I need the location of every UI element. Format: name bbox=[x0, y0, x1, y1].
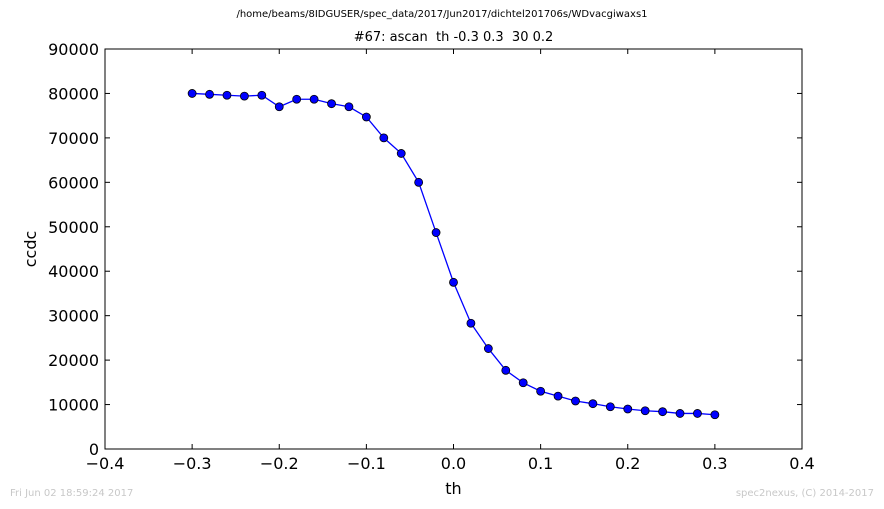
data-point bbox=[501, 365, 511, 375]
data-point bbox=[396, 149, 406, 158]
data-point bbox=[466, 318, 476, 328]
series-line bbox=[192, 92, 715, 416]
data-point bbox=[710, 410, 720, 420]
data-point bbox=[483, 344, 493, 353]
y-tick-label: 30000 bbox=[48, 307, 99, 326]
data-point bbox=[623, 404, 633, 414]
data-point bbox=[414, 177, 424, 187]
data-point bbox=[431, 228, 441, 237]
data-point bbox=[344, 102, 354, 112]
data-point bbox=[222, 90, 232, 100]
data-point bbox=[257, 90, 267, 100]
x-tick-label: −0.4 bbox=[86, 454, 125, 473]
data-point bbox=[449, 277, 458, 287]
y-tick-label: 60000 bbox=[48, 173, 99, 192]
x-tick-label: 0.3 bbox=[702, 454, 727, 473]
data-point bbox=[553, 391, 563, 401]
x-tick-label: 0.1 bbox=[528, 454, 553, 473]
plot-frame bbox=[104, 48, 803, 450]
data-point bbox=[658, 407, 667, 417]
data-point bbox=[309, 94, 319, 104]
data-point bbox=[292, 94, 302, 104]
y-tick-label: 40000 bbox=[48, 262, 99, 281]
x-tick-label: 0.4 bbox=[789, 454, 814, 473]
y-axis-label: ccdc bbox=[21, 231, 40, 268]
y-tick-label: 90000 bbox=[48, 40, 99, 59]
data-point bbox=[536, 386, 546, 396]
y-tick-label: 0 bbox=[89, 440, 99, 459]
y-tick-label: 80000 bbox=[48, 84, 99, 103]
data-point bbox=[327, 99, 336, 109]
y-tick-label: 10000 bbox=[48, 396, 99, 415]
y-tick-label: 70000 bbox=[48, 129, 99, 148]
data-point bbox=[588, 399, 598, 409]
data-point bbox=[693, 409, 702, 418]
data-point bbox=[361, 112, 371, 122]
data-point bbox=[205, 89, 214, 99]
x-tick-label: −0.1 bbox=[347, 454, 386, 473]
data-point bbox=[518, 378, 528, 388]
x-tick-label: −0.2 bbox=[260, 454, 299, 473]
x-tick-label: 0.2 bbox=[615, 454, 640, 473]
data-point bbox=[675, 409, 685, 418]
footer-credit: spec2nexus, (C) 2014-2017 bbox=[735, 488, 874, 499]
data-point bbox=[605, 402, 615, 412]
x-tick-label: 0.0 bbox=[441, 454, 466, 473]
page-title: /home/beams/8IDGUSER/spec_data/2017/Jun2… bbox=[236, 9, 648, 20]
data-point bbox=[239, 91, 249, 101]
data-point bbox=[274, 102, 284, 112]
x-tick-label: −0.3 bbox=[173, 454, 212, 473]
footer-timestamp: Fri Jun 02 18:59:24 2017 bbox=[10, 488, 134, 499]
data-point bbox=[640, 406, 650, 416]
chart-title: #67: ascan th -0.3 0.3 30 0.2 bbox=[353, 30, 554, 45]
x-axis-label: th bbox=[445, 479, 461, 498]
y-tick-label: 50000 bbox=[48, 218, 99, 237]
data-point bbox=[571, 396, 580, 406]
data-point bbox=[379, 133, 389, 143]
data-point bbox=[187, 89, 197, 98]
y-tick-label: 20000 bbox=[48, 351, 99, 370]
